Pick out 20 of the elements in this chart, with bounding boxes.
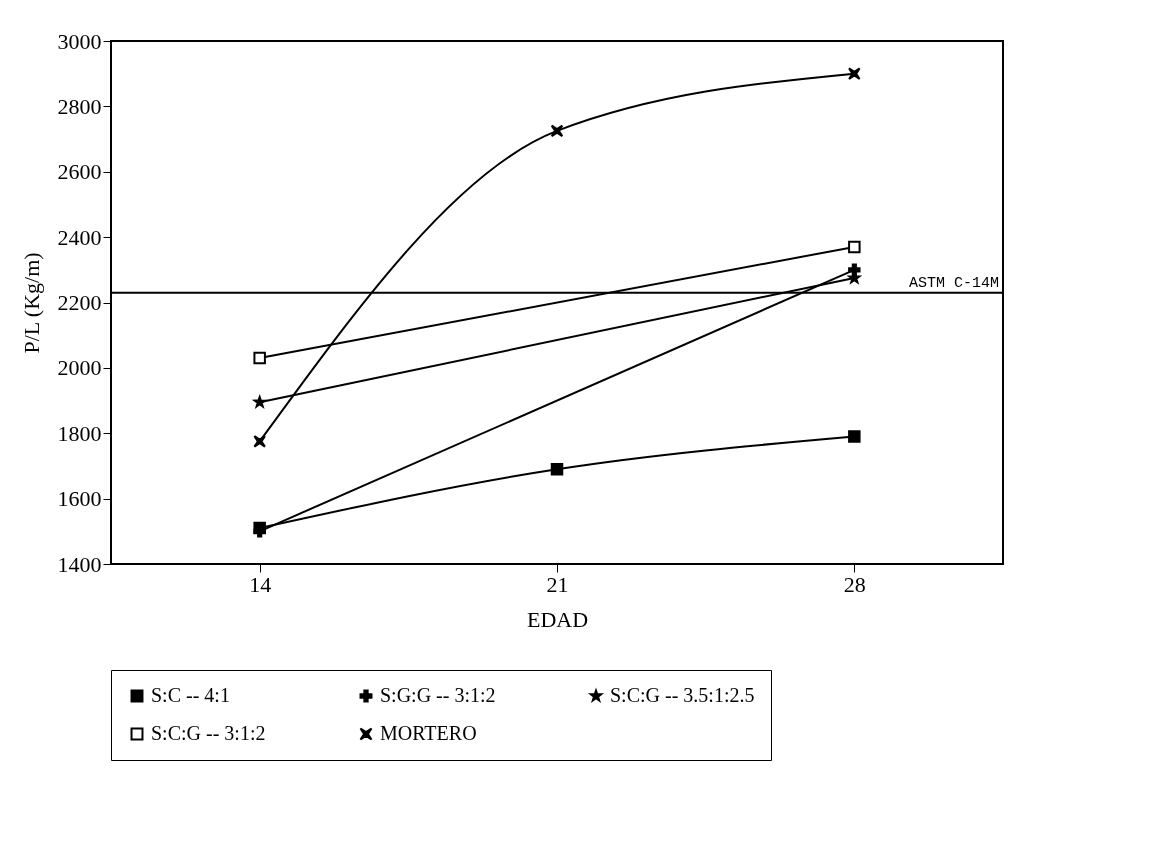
y-tick-label: 1800	[57, 420, 102, 446]
x-tick-label: 21	[546, 571, 569, 597]
x-axis-title: EDAD	[526, 606, 589, 632]
legend-label: S:C:G -- 3:1:2	[151, 722, 266, 744]
y-axis-title: P/L (Kg/m)	[18, 252, 44, 354]
legend-label: S:C:G -- 3.5:1:2.5	[610, 684, 755, 706]
y-tick-label: 3000	[57, 28, 102, 54]
y-tick-label: 2200	[57, 290, 102, 315]
legend-label: S:G:G -- 3:1:2	[380, 684, 496, 706]
y-tick-label: 2000	[57, 355, 102, 381]
y-tick-label: 1400	[57, 551, 102, 577]
y-tick-label: 2800	[57, 93, 102, 119]
x-tick-label: 14	[249, 571, 272, 597]
legend-label: S:C -- 4:1	[151, 684, 230, 706]
y-tick-label: 2600	[57, 159, 102, 185]
legend-label: MORTERO	[380, 722, 477, 744]
y-tick-label: 2400	[57, 224, 102, 250]
ref-line-label: ASTM C-14M	[908, 274, 999, 292]
y-tick-label: 1600	[57, 486, 102, 512]
x-tick-label: 28	[843, 571, 866, 597]
